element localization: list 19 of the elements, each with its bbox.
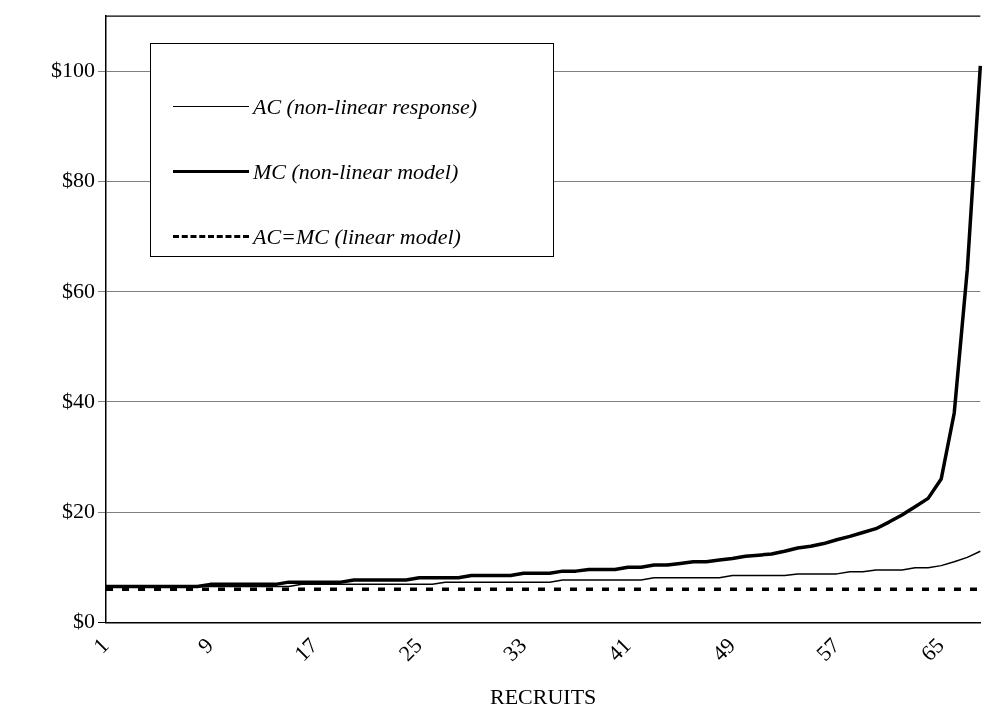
x-tick-label: 17 <box>289 632 323 666</box>
y-tick-label: $60 <box>62 277 95 303</box>
x-tick-label: 25 <box>393 632 427 666</box>
legend-label: AC (non-linear response) <box>253 93 478 120</box>
y-tick-label: $20 <box>62 497 95 523</box>
x-tick-label: 65 <box>915 632 949 666</box>
y-tick-label: $80 <box>62 167 95 193</box>
y-tick-label: $40 <box>62 387 95 413</box>
y-tick-label: $100 <box>51 57 95 83</box>
x-tick-label: 57 <box>811 632 845 666</box>
legend-label: MC (non-linear model) <box>253 158 459 185</box>
x-tick-label: 33 <box>497 632 532 666</box>
legend-label: AC=MC (linear model) <box>253 223 461 250</box>
x-tick-label: 1 <box>88 632 114 659</box>
x-tick-label: 9 <box>192 632 219 659</box>
x-axis-title: RECRUITS <box>489 683 597 709</box>
x-tick-label: 49 <box>706 632 741 666</box>
x-tick-label: 41 <box>602 632 636 666</box>
y-tick-label: $0 <box>73 608 95 634</box>
